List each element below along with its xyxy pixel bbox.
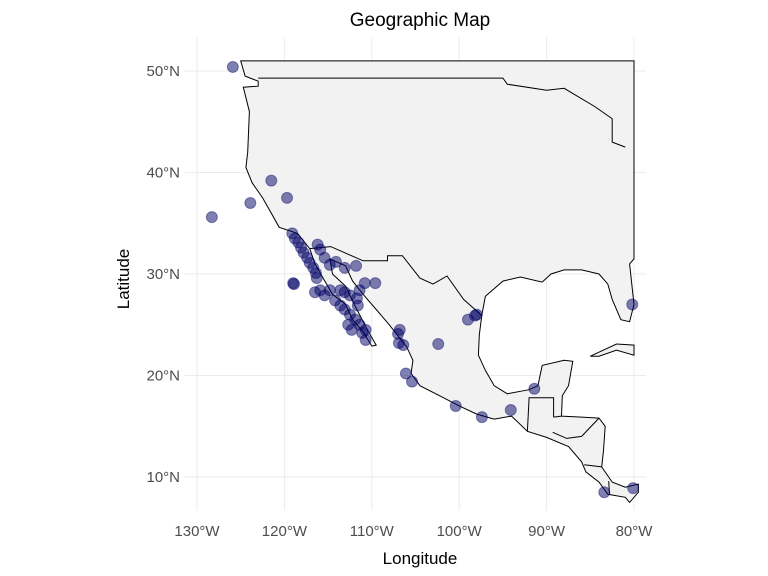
y-tick-label: 50°N <box>146 63 180 80</box>
points-layer <box>205 60 640 499</box>
x-axis-label: Longitude <box>383 549 458 568</box>
data-point <box>359 333 372 346</box>
chart-title: Geographic Map <box>350 10 490 31</box>
data-point <box>351 299 364 312</box>
x-tick-label: 90°W <box>528 523 566 540</box>
data-point <box>397 339 410 352</box>
land-polygon <box>240 60 639 504</box>
data-point <box>432 338 445 351</box>
data-point <box>265 174 278 187</box>
country-border <box>553 415 562 418</box>
x-tick-label: 130°W <box>174 523 220 540</box>
data-point <box>310 272 323 285</box>
land-layer <box>240 60 639 504</box>
data-point <box>449 399 462 412</box>
data-point <box>359 323 372 336</box>
data-point <box>528 382 541 395</box>
data-point <box>338 261 351 274</box>
data-point <box>329 255 342 268</box>
data-point <box>318 289 331 302</box>
data-point <box>399 367 412 380</box>
country-border <box>526 397 555 432</box>
data-point <box>288 278 301 291</box>
country-border <box>309 246 483 316</box>
data-point <box>627 482 640 495</box>
country-border <box>584 464 602 468</box>
data-point <box>350 259 363 272</box>
x-tick-label: 80°W <box>616 523 654 540</box>
x-tick-label: 110°W <box>350 523 395 540</box>
island-polygon <box>590 343 635 357</box>
x-tick-label: 100°W <box>437 523 483 540</box>
data-point <box>470 308 483 321</box>
data-point <box>281 191 294 204</box>
data-point <box>475 411 488 424</box>
data-point <box>345 323 358 336</box>
country-border <box>552 417 600 439</box>
data-point <box>369 277 382 290</box>
y-tick-label: 40°N <box>146 165 180 182</box>
y-tick-label: 20°N <box>146 368 180 385</box>
data-point <box>393 323 406 336</box>
data-point <box>626 298 639 311</box>
y-axis-label: Latitude <box>114 249 133 310</box>
x-tick-label: 120°W <box>262 523 308 540</box>
data-point <box>406 375 419 388</box>
x-axis-ticks: 130°W 120°W 110°W 100°W 90°W 80°W <box>174 523 653 540</box>
data-point <box>205 211 218 224</box>
country-border <box>258 77 626 148</box>
data-point <box>598 486 611 499</box>
y-tick-label: 10°N <box>146 469 180 486</box>
data-point <box>244 196 257 209</box>
data-point <box>504 404 517 417</box>
y-tick-label: 30°N <box>146 266 180 283</box>
y-axis-ticks: 10°N 20°N 30°N 40°N 50°N <box>146 63 180 486</box>
data-point <box>226 60 239 73</box>
